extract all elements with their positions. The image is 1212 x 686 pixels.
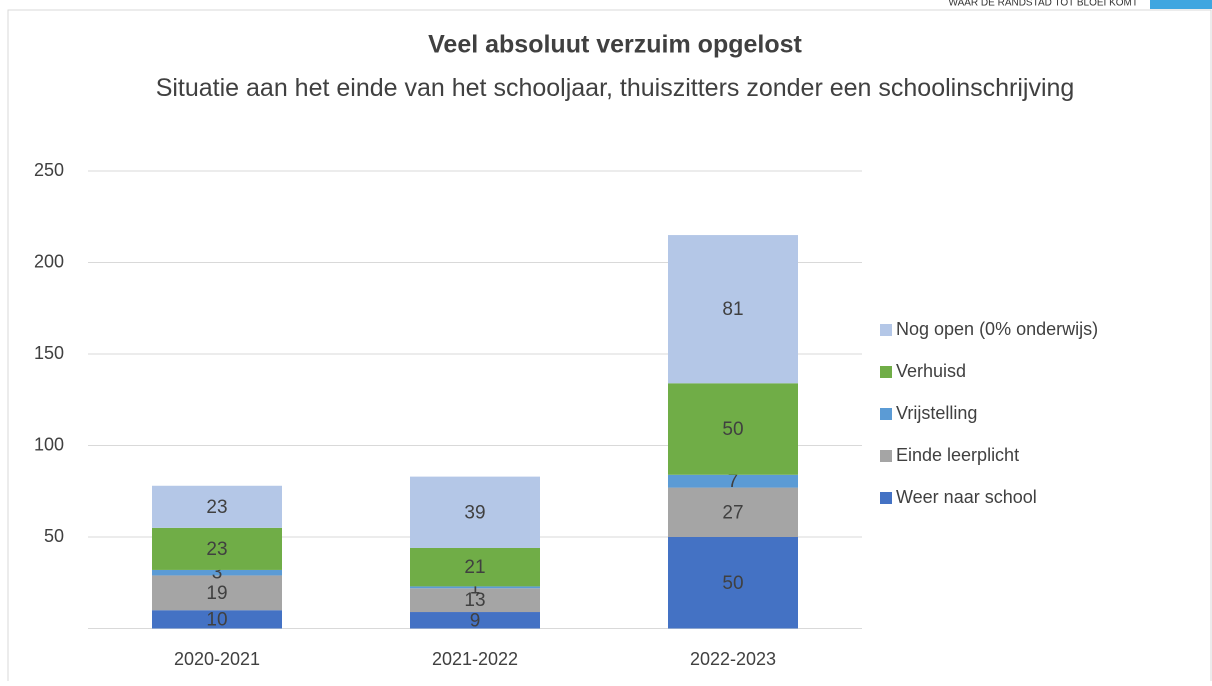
bar-segment bbox=[410, 612, 540, 629]
bar-segment bbox=[152, 610, 282, 629]
y-tick-label: 50 bbox=[44, 526, 64, 546]
x-tick-label: 2022-2023 bbox=[690, 649, 776, 669]
y-tick-label: 100 bbox=[34, 434, 64, 454]
data-label: 50 bbox=[722, 573, 743, 594]
bar-segment bbox=[152, 485, 282, 528]
bar-segment bbox=[410, 547, 540, 587]
data-label: 81 bbox=[722, 299, 743, 320]
data-label: 9 bbox=[470, 610, 481, 631]
bar-segment bbox=[668, 235, 798, 384]
bar-segment bbox=[152, 527, 282, 570]
x-tick-label: 2021-2022 bbox=[432, 649, 518, 669]
data-label: 3 bbox=[212, 563, 223, 584]
legend-label: Einde leerplicht bbox=[896, 445, 1019, 465]
bar-segment bbox=[668, 383, 798, 475]
data-label: 13 bbox=[464, 590, 485, 611]
data-label: 23 bbox=[206, 539, 227, 560]
bar-segment bbox=[152, 569, 282, 576]
legend-label: Weer naar school bbox=[896, 487, 1037, 507]
header-band bbox=[1150, 0, 1212, 9]
data-label: 7 bbox=[728, 471, 739, 492]
legend-label: Verhuisd bbox=[896, 361, 966, 381]
data-label: 39 bbox=[464, 502, 485, 523]
chart-title: Veel absoluut verzuim opgelost bbox=[428, 31, 802, 59]
data-label: 21 bbox=[464, 557, 485, 578]
bar-segment bbox=[668, 474, 798, 488]
data-label: 27 bbox=[722, 502, 743, 523]
bar-segment bbox=[410, 476, 540, 548]
legend-swatch bbox=[880, 492, 892, 504]
data-label: 1 bbox=[470, 577, 481, 598]
data-label: 10 bbox=[206, 609, 227, 630]
y-tick-label: 150 bbox=[34, 343, 64, 363]
bar-segment bbox=[668, 487, 798, 537]
bar-segment bbox=[410, 588, 540, 613]
bar-segment bbox=[152, 575, 282, 611]
chart-subtitle: Situatie aan het einde van het schooljaa… bbox=[155, 74, 1075, 102]
y-tick-label: 250 bbox=[34, 160, 64, 180]
data-label: 19 bbox=[206, 583, 227, 604]
legend-swatch bbox=[880, 450, 892, 462]
legend-swatch bbox=[880, 366, 892, 378]
data-label: 50 bbox=[722, 419, 743, 440]
legend-label: Nog open (0% onderwijs) bbox=[896, 319, 1098, 339]
data-label: 23 bbox=[206, 497, 227, 518]
y-tick-label: 200 bbox=[34, 251, 64, 271]
legend-swatch bbox=[880, 408, 892, 420]
legend-swatch bbox=[880, 324, 892, 336]
header-text: WAAR DE RANDSTAD TOT BLOEI KOMT bbox=[949, 0, 1138, 9]
legend-label: Vrijstelling bbox=[896, 403, 977, 423]
bar-segment bbox=[410, 586, 540, 589]
x-tick-label: 2020-2021 bbox=[174, 649, 260, 669]
bar-segment bbox=[668, 537, 798, 629]
chart-frame bbox=[7, 9, 1212, 686]
